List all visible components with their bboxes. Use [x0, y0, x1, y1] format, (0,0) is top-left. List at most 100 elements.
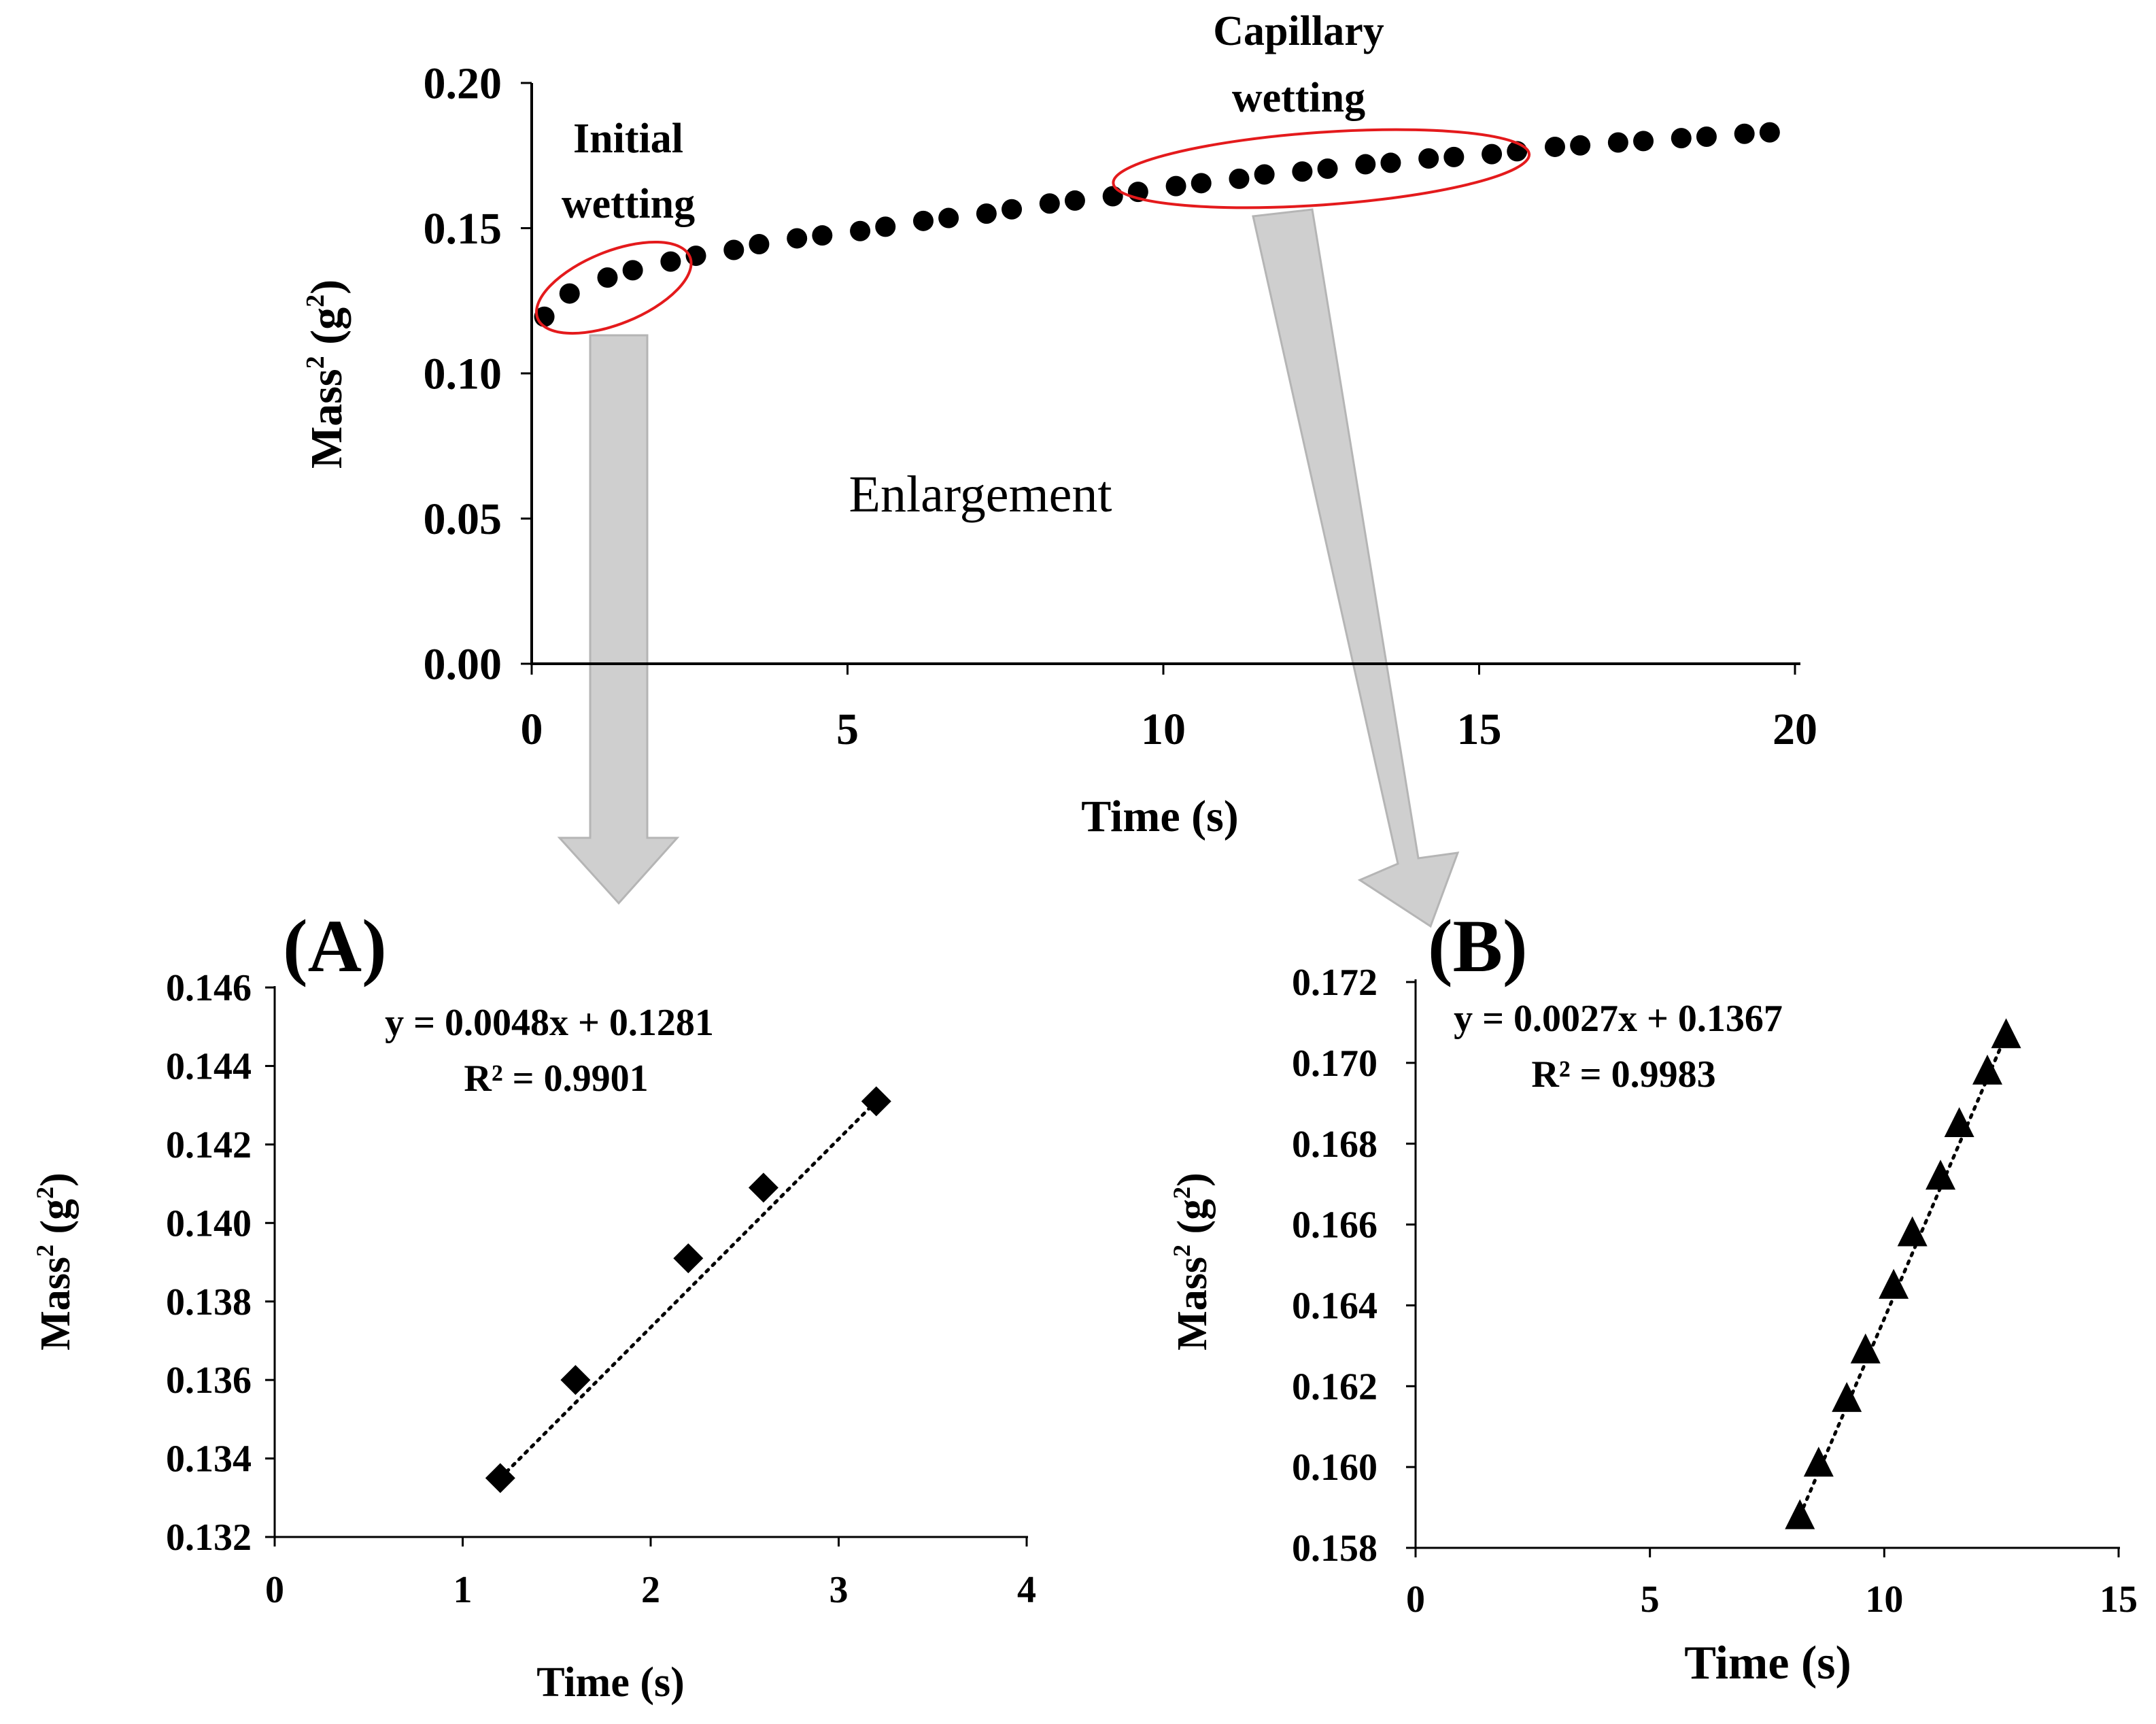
- panel-a-x-tick-label: 4: [1017, 1569, 1036, 1611]
- main-y-axis-label-sup: 2: [301, 356, 330, 369]
- main-data-point: [1443, 146, 1465, 167]
- panel-b-y-tick-label: 0.162: [1292, 1366, 1378, 1408]
- main-highlight-ellipses: [535, 128, 1531, 335]
- main-data-points: [534, 122, 1780, 327]
- main-data-point: [1355, 154, 1376, 175]
- panel-b-data-point: [1832, 1382, 1862, 1413]
- annotation-initial-wetting-1: Initial: [573, 116, 683, 162]
- main-y-tick-label: 0.05: [424, 494, 502, 544]
- panel-b-y-tick-label: 0.160: [1292, 1447, 1378, 1489]
- main-data-point: [850, 220, 871, 241]
- panel-a-y-ticks: 0.132 0.134 0.136 0.138 0.140 0.142 0.144 0.146: [166, 967, 275, 1559]
- main-data-point: [1544, 136, 1565, 157]
- main-data-point: [912, 210, 934, 231]
- panel-a-y-axis-label: Mass2 (g2): [31, 1172, 79, 1351]
- panel-b-y-tick-label: 0.172: [1292, 962, 1378, 1004]
- panel-a-x-tick-label: 3: [829, 1569, 849, 1611]
- panel-a-data-point: [673, 1243, 704, 1274]
- main-data-point: [1734, 123, 1755, 144]
- panel-b-x-tick-label: 10: [1865, 1578, 1903, 1621]
- panel-a-x-axis-label: Time (s): [536, 1659, 685, 1706]
- main-data-point: [660, 251, 681, 272]
- panel-a-y-axis-label-base: Mass: [33, 1257, 79, 1351]
- panel-b-data-point: [1991, 1018, 2021, 1049]
- panel-b-trendline: [1798, 1032, 2008, 1517]
- panel-a-data-points: [485, 1086, 891, 1493]
- panel-a-equation: y = 0.0048x + 0.1281: [385, 1002, 714, 1044]
- panel-a-data-point: [560, 1365, 591, 1396]
- main-y-tick-label: 0.10: [424, 349, 502, 399]
- main-x-tick-label: 20: [1773, 705, 1817, 754]
- panel-a-y-tick-label: 0.134: [166, 1438, 252, 1481]
- main-data-point: [938, 207, 959, 229]
- main-y-ticks: 0.00 0.05 0.10 0.15 0.20: [424, 58, 532, 689]
- panel-a-x-tick-label: 0: [265, 1569, 284, 1611]
- panel-b-x-ticks: 0 5 10 15: [1406, 1548, 2138, 1621]
- panel-b-y-axis-label-close: ): [1169, 1172, 1216, 1187]
- panel-a-data-point: [748, 1172, 778, 1203]
- main-x-tick-label: 5: [836, 705, 859, 754]
- panel-a-r-squared: R² = 0.9901: [464, 1058, 648, 1100]
- panel-a-y-tick-label: 0.146: [166, 967, 252, 1009]
- panel-b-x-tick-label: 15: [2100, 1578, 2138, 1621]
- main-y-axis-label-unit: (g: [302, 307, 352, 356]
- main-data-point: [1254, 164, 1275, 185]
- main-data-point: [1191, 173, 1212, 194]
- panel-b-y-ticks: 0.158 0.160 0.162 0.164 0.166 0.168 0.170 0.172: [1292, 962, 1416, 1570]
- panel-a-y-axis-label-sup: 2: [31, 1245, 58, 1257]
- panel-b-y-tick-label: 0.158: [1292, 1527, 1378, 1570]
- main-data-point: [1607, 132, 1628, 153]
- panel-a-y-tick-label: 0.138: [166, 1281, 252, 1323]
- panel-b-y-tick-label: 0.170: [1292, 1043, 1378, 1085]
- panel-b-y-axis-label-sup: 2: [1168, 1245, 1195, 1257]
- main-chart: 0.000.050.100.150.20 0 5 10 15 20 Mass2 (g2)…: [301, 8, 1817, 928]
- main-data-point: [1759, 122, 1780, 143]
- panel-b-data-point: [1972, 1054, 2002, 1085]
- main-x-axis-label: Time (s): [1081, 792, 1239, 841]
- panel-b-data-point: [1944, 1107, 1974, 1137]
- main-data-point: [749, 233, 770, 254]
- panel-b-data-point: [1879, 1268, 1909, 1299]
- panel-a-chart: (A) 0.1320.1340.1360.1380.1400.1420.1440…: [31, 905, 1036, 1706]
- panel-a-y-tick-label: 0.142: [166, 1124, 252, 1166]
- main-data-point: [1229, 168, 1250, 189]
- panel-b-x-tick-label: 0: [1406, 1578, 1425, 1621]
- main-data-point: [787, 228, 808, 249]
- main-data-point: [1482, 143, 1503, 165]
- panel-b-x-axis-label: Time (s): [1684, 1637, 1851, 1689]
- panel-b-data-points: [1785, 1018, 2021, 1529]
- main-data-point: [1633, 131, 1654, 152]
- panel-b-chart: (B) 0.1580.1600.1620.1640.1660.1680.1700…: [1168, 905, 2138, 1689]
- main-data-point: [1570, 135, 1591, 156]
- main-y-tick-label: 0.00: [424, 639, 502, 689]
- panel-b-data-point: [1803, 1447, 1834, 1477]
- panel-b-x-tick-label: 5: [1641, 1578, 1660, 1621]
- main-x-tick-label: 10: [1141, 705, 1186, 754]
- enlargement-arrow-b: [1252, 208, 1460, 928]
- panel-b-y-tick-label: 0.164: [1292, 1285, 1378, 1327]
- panel-a-y-tick-label: 0.132: [166, 1517, 252, 1559]
- main-data-point: [1064, 190, 1085, 211]
- capillary-wetting-highlight: [1112, 128, 1531, 209]
- main-y-tick-label: 0.15: [424, 204, 502, 254]
- main-x-tick-label: 15: [1457, 705, 1502, 754]
- panel-a-x-tick-label: 2: [641, 1569, 660, 1611]
- panel-b-y-tick-label: 0.168: [1292, 1123, 1378, 1166]
- panel-a-trendline: [498, 1099, 878, 1480]
- main-data-point: [597, 267, 618, 288]
- main-data-point: [1102, 186, 1123, 207]
- panel-b-y-tick-label: 0.166: [1292, 1204, 1378, 1247]
- annotation-capillary-wetting-2: wetting: [1232, 75, 1365, 121]
- panel-a-x-tick-label: 1: [454, 1569, 473, 1611]
- panel-b-y-axis-label: Mass2 (g2): [1168, 1172, 1216, 1351]
- panel-b-y-axis-label-base: Mass: [1169, 1257, 1216, 1351]
- main-data-point: [875, 216, 896, 237]
- panel-b-data-point: [1926, 1160, 1956, 1190]
- panel-b-data-point: [1785, 1499, 1815, 1529]
- panel-b-equation: y = 0.0027x + 0.1367: [1454, 998, 1783, 1040]
- main-data-point: [622, 260, 643, 281]
- main-data-point: [1418, 148, 1439, 169]
- main-data-point: [1696, 126, 1717, 147]
- main-y-tick-label: 0.20: [424, 58, 502, 108]
